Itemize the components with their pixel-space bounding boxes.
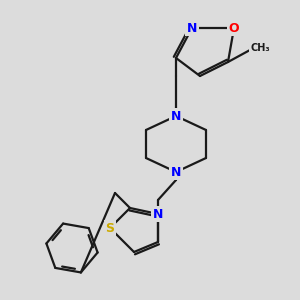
Text: N: N — [171, 166, 181, 178]
Text: CH₃: CH₃ — [250, 43, 270, 53]
Text: S: S — [106, 221, 115, 235]
Text: N: N — [171, 110, 181, 122]
Text: N: N — [187, 22, 197, 34]
Text: O: O — [229, 22, 239, 34]
Text: N: N — [153, 208, 163, 220]
